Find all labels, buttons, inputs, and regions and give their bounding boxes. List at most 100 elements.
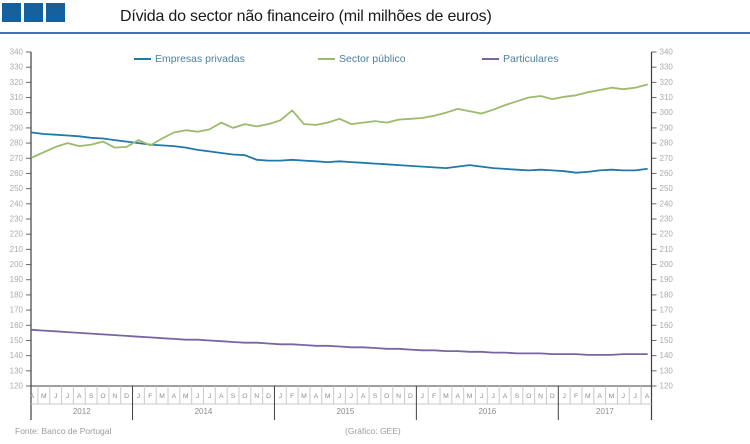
svg-text:O: O [384, 393, 389, 400]
svg-text:M: M [183, 393, 189, 400]
svg-text:J: J [137, 393, 140, 400]
svg-text:N: N [112, 393, 117, 400]
svg-text:O: O [242, 393, 247, 400]
svg-text:150: 150 [10, 336, 24, 345]
svg-text:M: M [585, 393, 591, 400]
svg-text:220: 220 [10, 230, 24, 239]
svg-text:F: F [290, 393, 294, 400]
svg-text:120: 120 [10, 382, 24, 391]
legend-label: Empresas privadas [155, 53, 245, 65]
svg-text:270: 270 [10, 154, 24, 163]
svg-text:240: 240 [10, 199, 24, 208]
legend-swatch-sector-publico [318, 58, 335, 60]
logo-square [2, 3, 21, 22]
svg-text:A: A [314, 393, 319, 400]
svg-text:340: 340 [660, 48, 674, 57]
legend-item-sector-publico: Sector público [318, 53, 406, 65]
svg-text:J: J [196, 393, 199, 400]
svg-text:220: 220 [660, 230, 674, 239]
svg-text:330: 330 [10, 63, 24, 72]
svg-text:280: 280 [660, 139, 674, 148]
svg-text:J: J [350, 393, 353, 400]
credit-note: (Gráfico: GEE) [345, 426, 401, 436]
svg-text:250: 250 [660, 184, 674, 193]
svg-text:F: F [432, 393, 436, 400]
legend-swatch-empresas-privadas [134, 58, 151, 60]
svg-text:240: 240 [660, 199, 674, 208]
svg-text:290: 290 [10, 123, 24, 132]
svg-text:160: 160 [660, 321, 674, 330]
svg-text:A: A [597, 393, 602, 400]
svg-text:120: 120 [660, 382, 674, 391]
svg-text:130: 130 [660, 366, 674, 375]
svg-text:J: J [622, 393, 625, 400]
source-note: Fonte: Banco de Portugal [15, 426, 112, 436]
svg-text:160: 160 [10, 321, 24, 330]
svg-text:A: A [361, 393, 366, 400]
svg-text:S: S [515, 393, 520, 400]
svg-text:M: M [467, 393, 473, 400]
svg-text:140: 140 [660, 351, 674, 360]
svg-text:J: J [54, 393, 57, 400]
svg-text:200: 200 [660, 260, 674, 269]
svg-text:290: 290 [660, 123, 674, 132]
svg-text:J: J [66, 393, 69, 400]
legend-label: Particulares [503, 53, 559, 65]
svg-text:F: F [148, 393, 152, 400]
svg-text:M: M [325, 393, 331, 400]
svg-text:140: 140 [10, 351, 24, 360]
legend-item-empresas-privadas: Empresas privadas [134, 53, 245, 65]
svg-text:2014: 2014 [195, 407, 213, 416]
page-title: Dívida do sector não financeiro (mil mil… [120, 8, 492, 25]
svg-text:310: 310 [660, 93, 674, 102]
svg-text:230: 230 [10, 215, 24, 224]
svg-text:A: A [455, 393, 460, 400]
logo-square [24, 3, 43, 22]
svg-text:M: M [159, 393, 165, 400]
svg-text:S: S [231, 393, 236, 400]
svg-text:M: M [301, 393, 307, 400]
svg-text:200: 200 [10, 260, 24, 269]
svg-text:D: D [266, 393, 271, 400]
svg-text:2015: 2015 [337, 407, 355, 416]
svg-text:J: J [633, 393, 636, 400]
svg-text:O: O [526, 393, 531, 400]
svg-text:S: S [373, 393, 378, 400]
svg-text:J: J [421, 393, 424, 400]
svg-text:A: A [30, 393, 35, 400]
svg-text:280: 280 [10, 139, 24, 148]
svg-text:300: 300 [10, 108, 24, 117]
svg-text:S: S [89, 393, 94, 400]
svg-text:J: J [492, 393, 495, 400]
svg-text:J: J [279, 393, 282, 400]
svg-text:180: 180 [10, 290, 24, 299]
svg-text:170: 170 [660, 306, 674, 315]
svg-text:M: M [443, 393, 449, 400]
svg-text:A: A [172, 393, 177, 400]
svg-text:M: M [41, 393, 47, 400]
legend-item-particulares: Particulares [482, 53, 558, 65]
svg-text:D: D [550, 393, 555, 400]
legend-swatch-particulares [482, 58, 499, 60]
svg-text:O: O [100, 393, 105, 400]
svg-text:M: M [609, 393, 615, 400]
svg-text:260: 260 [10, 169, 24, 178]
svg-text:2016: 2016 [478, 407, 496, 416]
svg-text:J: J [563, 393, 566, 400]
svg-text:230: 230 [660, 215, 674, 224]
svg-text:N: N [396, 393, 401, 400]
svg-text:210: 210 [10, 245, 24, 254]
svg-text:J: J [338, 393, 341, 400]
svg-text:170: 170 [10, 306, 24, 315]
legend-label: Sector público [339, 53, 406, 65]
svg-text:180: 180 [660, 290, 674, 299]
svg-text:150: 150 [660, 336, 674, 345]
svg-text:320: 320 [660, 78, 674, 87]
svg-text:D: D [408, 393, 413, 400]
svg-text:A: A [219, 393, 224, 400]
svg-text:260: 260 [660, 169, 674, 178]
svg-text:190: 190 [10, 275, 24, 284]
title-rule [0, 32, 750, 34]
